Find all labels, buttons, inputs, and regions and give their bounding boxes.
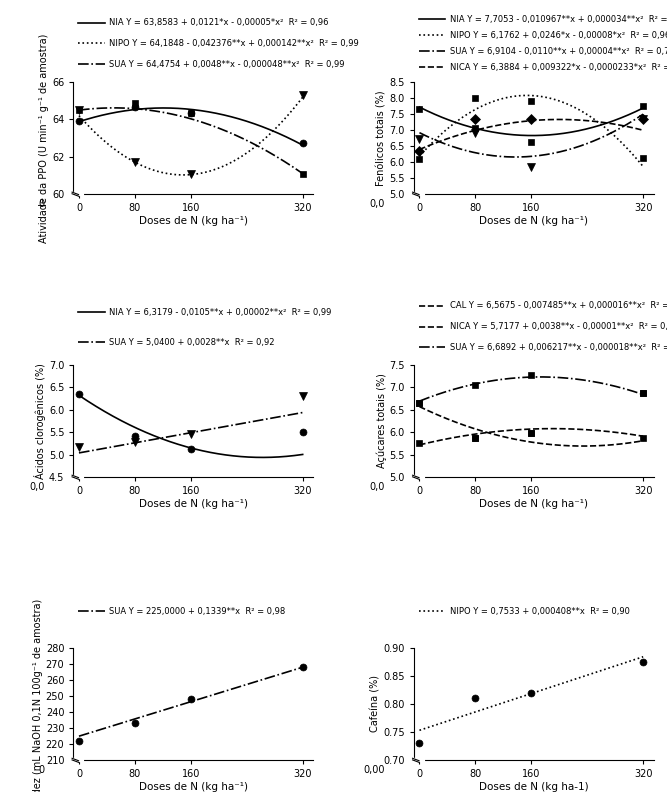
- X-axis label: Doses de N (kg ha⁻¹): Doses de N (kg ha⁻¹): [480, 499, 588, 509]
- Text: 0: 0: [39, 199, 45, 208]
- X-axis label: Doses de N (kg ha⁻¹): Doses de N (kg ha⁻¹): [480, 216, 588, 226]
- Text: NICA Y = 5,7177 + 0,0038**x - 0,00001**x²  R² = 0,97: NICA Y = 5,7177 + 0,0038**x - 0,00001**x…: [450, 322, 667, 331]
- Text: SUA Y = 225,0000 + 0,1339**x  R² = 0,98: SUA Y = 225,0000 + 0,1339**x R² = 0,98: [109, 607, 285, 615]
- Y-axis label: Ácidos clorogênicos (%): Ácidos clorogênicos (%): [34, 363, 46, 479]
- X-axis label: Doses de N (kg ha⁻¹): Doses de N (kg ha⁻¹): [139, 782, 247, 792]
- Text: SUA Y = 5,0400 + 0,0028**x  R² = 0,92: SUA Y = 5,0400 + 0,0028**x R² = 0,92: [109, 337, 275, 347]
- Text: NIPO Y = 6,1762 + 0,0246*x - 0,00008*x²  R² = 0,96: NIPO Y = 6,1762 + 0,0246*x - 0,00008*x² …: [450, 31, 667, 40]
- Y-axis label: Cafeína (%): Cafeína (%): [370, 676, 380, 733]
- Text: NICA Y = 6,3884 + 0,009322*x - 0,0000233*x²  R² = 0,99: NICA Y = 6,3884 + 0,009322*x - 0,0000233…: [450, 63, 667, 72]
- X-axis label: Doses de N (kg ha⁻¹): Doses de N (kg ha⁻¹): [139, 499, 247, 509]
- Text: NIA Y = 6,3179 - 0,0105**x + 0,00002**x²  R² = 0,99: NIA Y = 6,3179 - 0,0105**x + 0,00002**x²…: [109, 307, 331, 317]
- Text: SUA Y = 6,9104 - 0,0110**x + 0,00004**x²  R² = 0,75: SUA Y = 6,9104 - 0,0110**x + 0,00004**x²…: [450, 47, 667, 55]
- Text: SUA Y = 64,4754 + 0,0048**x - 0,000048**x²  R² = 0,99: SUA Y = 64,4754 + 0,0048**x - 0,000048**…: [109, 60, 345, 69]
- Y-axis label: Acidez (mL NaOH 0,1N 100g⁻¹ de amostra): Acidez (mL NaOH 0,1N 100g⁻¹ de amostra): [33, 599, 43, 792]
- Text: CAL Y = 6,5675 - 0,007485**x + 0,000016**x²  R² = 0,83: CAL Y = 6,5675 - 0,007485**x + 0,000016*…: [450, 301, 667, 310]
- Y-axis label: Açúcares totais (%): Açúcares totais (%): [376, 374, 387, 468]
- Text: NIA Y = 63,8583 + 0,0121*x - 0,00005*x²  R² = 0,96: NIA Y = 63,8583 + 0,0121*x - 0,00005*x² …: [109, 18, 329, 27]
- Text: 0,0: 0,0: [370, 199, 385, 208]
- Y-axis label: Fenólicos totais (%): Fenólicos totais (%): [377, 90, 387, 185]
- Text: NIA Y = 7,7053 - 0,010967**x + 0,000034**x²  R² = 0,82: NIA Y = 7,7053 - 0,010967**x + 0,000034*…: [450, 15, 667, 24]
- X-axis label: Doses de N (kg ha⁻¹): Doses de N (kg ha⁻¹): [139, 216, 247, 226]
- Text: NIPO Y = 0,7533 + 0,000408**x  R² = 0,90: NIPO Y = 0,7533 + 0,000408**x R² = 0,90: [450, 607, 630, 615]
- Text: 0,0: 0,0: [29, 482, 45, 492]
- Text: NIPO Y = 64,1848 - 0,042376**x + 0,000142**x²  R² = 0,99: NIPO Y = 64,1848 - 0,042376**x + 0,00014…: [109, 39, 359, 48]
- Text: SUA Y = 6,6892 + 0,006217**x - 0,000018**x²  R² = 0,99: SUA Y = 6,6892 + 0,006217**x - 0,000018*…: [450, 343, 667, 352]
- Text: 0,00: 0,00: [364, 765, 385, 775]
- X-axis label: Doses de N (kg ha-1): Doses de N (kg ha-1): [479, 782, 588, 792]
- Text: 0,0: 0,0: [370, 482, 385, 492]
- Text: 0: 0: [39, 765, 45, 775]
- Y-axis label: Atividade da PPO (U min⁻¹ g⁻¹ de amostra): Atividade da PPO (U min⁻¹ g⁻¹ de amostra…: [39, 33, 49, 242]
